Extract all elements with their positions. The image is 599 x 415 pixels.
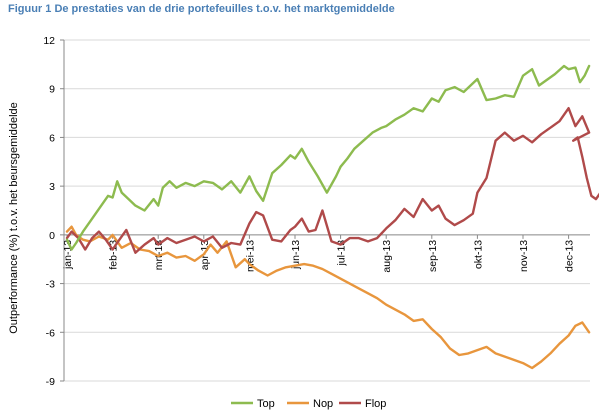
x-tick-label: sep-13 bbox=[427, 240, 439, 272]
series-line-top bbox=[65, 64, 591, 251]
y-tick-label: 6 bbox=[49, 132, 55, 144]
x-tick-label: dec-13 bbox=[564, 240, 576, 272]
y-tick-label: -9 bbox=[46, 376, 55, 388]
x-tick-label: mei-13 bbox=[244, 240, 256, 272]
x-tick-label: jul-13 bbox=[336, 240, 348, 267]
y-tick-label: -3 bbox=[46, 279, 55, 291]
legend-item-flop: Flop bbox=[339, 398, 386, 410]
legend-label: Nop bbox=[313, 398, 333, 410]
axes bbox=[63, 40, 590, 381]
series-line-nop bbox=[65, 225, 591, 370]
y-axis-label: Outperformance (%) t.o.v. het beursgemid… bbox=[8, 102, 20, 334]
y-tick-labels: -9 -6 -3 0 3 6 9 12 bbox=[43, 35, 64, 388]
y-tick-label: 0 bbox=[49, 230, 55, 242]
legend: Top Nop Flop bbox=[231, 398, 386, 410]
series-line-flop bbox=[65, 106, 599, 254]
x-tick-label: okt-13 bbox=[472, 240, 484, 269]
x-tick-label: aug-13 bbox=[381, 240, 393, 273]
series-lines bbox=[65, 64, 599, 370]
legend-label: Top bbox=[257, 398, 275, 410]
legend-label: Flop bbox=[365, 398, 386, 410]
gridlines bbox=[64, 39, 590, 382]
y-tick-label: 9 bbox=[49, 84, 55, 96]
legend-item-nop: Nop bbox=[287, 398, 333, 410]
x-tick-label: jun-13 bbox=[290, 240, 302, 270]
figure-title: Figuur 1 De prestaties van de drie porte… bbox=[8, 3, 395, 15]
y-tick-label: -6 bbox=[46, 327, 55, 339]
y-tick-label: 12 bbox=[43, 35, 55, 47]
x-tick-label: nov-13 bbox=[518, 240, 530, 272]
legend-item-top: Top bbox=[231, 398, 275, 410]
y-tick-label: 3 bbox=[49, 181, 55, 193]
